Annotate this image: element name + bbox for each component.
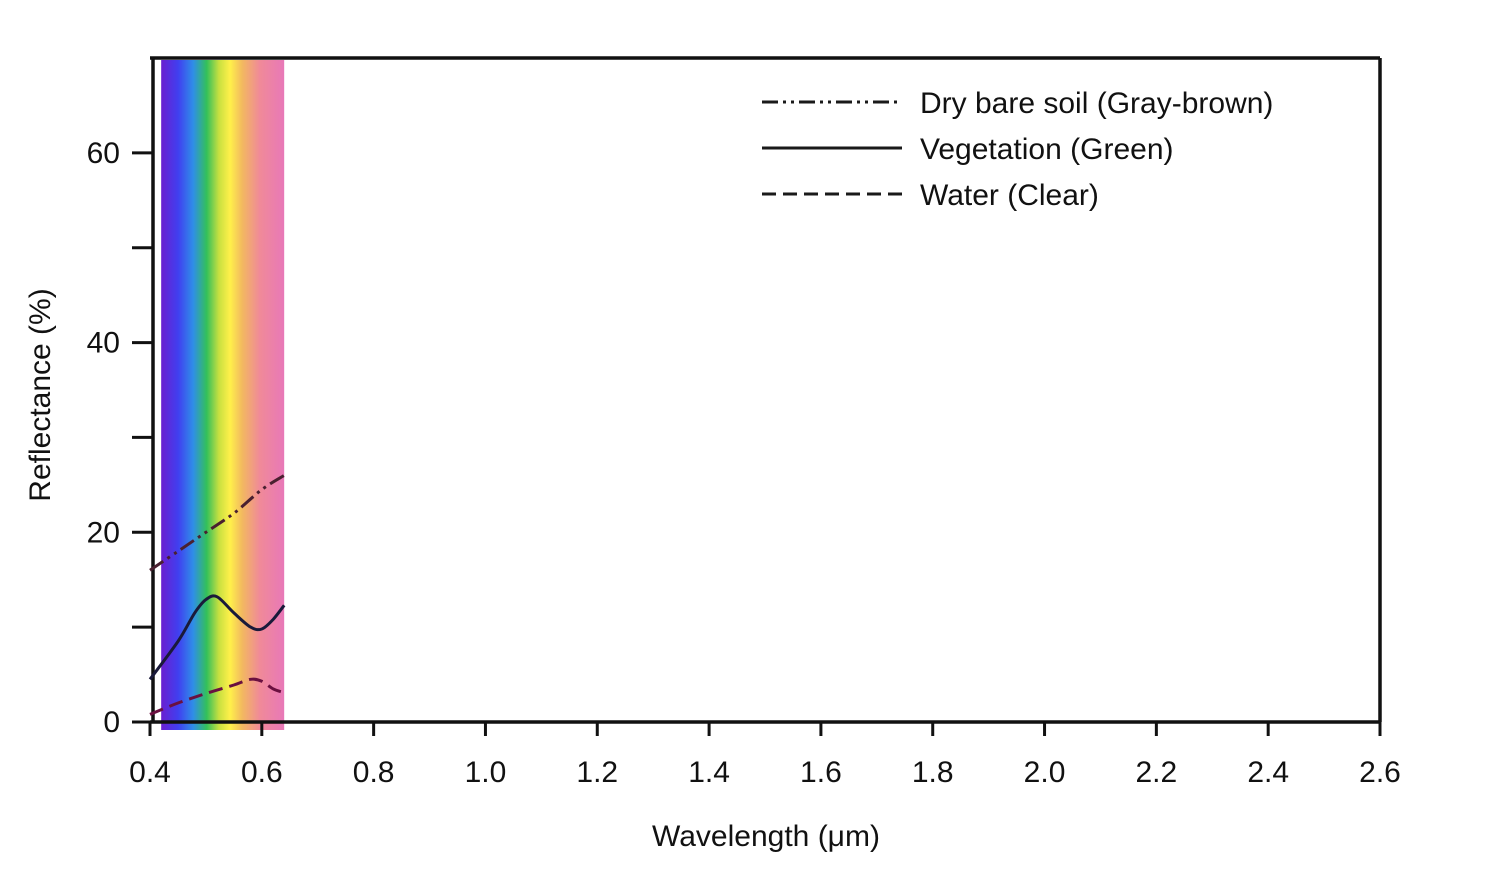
x-tick-label: 2.2: [1136, 756, 1178, 789]
legend-label: Water (Clear): [920, 179, 1099, 212]
series-line-2: [149, 677, 285, 716]
y-tick-label: 20: [87, 516, 120, 549]
series-layer: [148, 474, 286, 716]
series-line-0: [149, 474, 285, 572]
x-tick-label: 0.8: [353, 756, 395, 789]
x-tick-label: 1.4: [688, 756, 730, 789]
x-tick-label: 0.4: [129, 756, 171, 789]
x-tick-label: 0.6: [241, 756, 283, 789]
legend-label: Vegetation (Green): [920, 133, 1174, 166]
visible-spectrum-band: [161, 60, 285, 730]
y-axis-ticks: 0 20 40 60: [87, 137, 153, 739]
y-tick-label: 40: [87, 327, 120, 360]
x-tick-label: 2.4: [1247, 756, 1289, 789]
x-tick-label: 1.8: [912, 756, 954, 789]
legend: Dry bare soil (Gray-brown) Vegetation (Gr…: [762, 87, 1273, 212]
x-tick-label: 2.6: [1359, 756, 1401, 789]
y-tick-label: 0: [103, 706, 120, 739]
plot-frame: [150, 56, 1382, 724]
series-line-1: [148, 594, 286, 681]
x-tick-label: 1.0: [465, 756, 507, 789]
x-tick-label: 1.2: [576, 756, 618, 789]
x-tick-label: 2.0: [1024, 756, 1066, 789]
x-tick-label: 1.6: [800, 756, 842, 789]
legend-label: Dry bare soil (Gray-brown): [920, 87, 1273, 120]
y-tick-label: 60: [87, 137, 120, 170]
x-axis-title: Wavelength (μm): [652, 820, 880, 853]
x-axis-ticks: 0.4 0.6 0.8 1.0 1.2 1.4 1.6 1.8 2.0 2.2 2.4 2.6: [129, 722, 1401, 789]
y-axis-title: Reflectance (%): [24, 288, 57, 501]
